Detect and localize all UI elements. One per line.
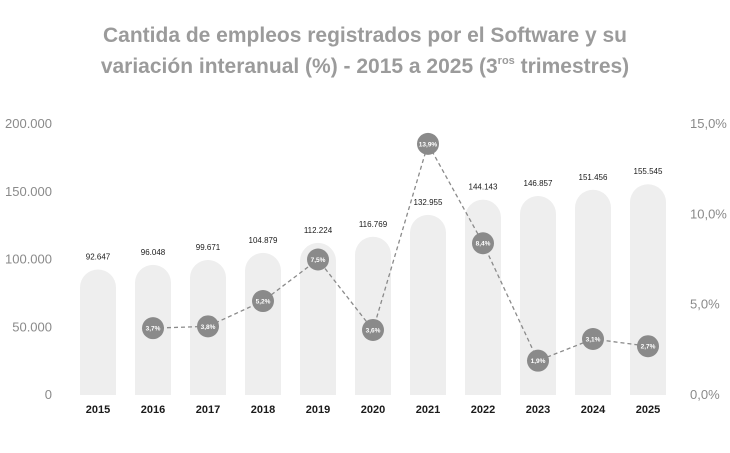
x-tick-label: 2021 xyxy=(416,404,440,416)
variation-marker xyxy=(252,290,274,313)
y-axis-left: 0 50.000 100.000 150.000 200.000 xyxy=(5,116,52,402)
variation-label: 7,5% xyxy=(311,257,326,264)
variation-marker xyxy=(527,349,549,372)
y-left-tick-label: 50.000 xyxy=(12,319,52,334)
variation-marker xyxy=(142,317,164,340)
title-superscript: ros xyxy=(497,55,515,67)
bar-value-label: 104.879 xyxy=(249,236,278,245)
bar xyxy=(520,196,556,395)
bar xyxy=(465,199,501,395)
chart-title: Cantida de empleos registrados por el So… xyxy=(0,20,730,82)
variation-label: 3,6% xyxy=(366,327,381,334)
variation-label: 2,7% xyxy=(641,344,656,351)
x-tick-label: 2017 xyxy=(196,404,220,416)
bar-value-label: 96.048 xyxy=(141,248,166,257)
x-tick-label: 2023 xyxy=(526,404,550,416)
x-tick-label: 2019 xyxy=(306,404,330,416)
variation-marker xyxy=(362,318,384,341)
title-line-1: Cantida de empleos registrados por el So… xyxy=(103,24,627,47)
bar xyxy=(355,236,391,395)
bar xyxy=(575,189,611,395)
y-axis-right: 0,0% 5,0% 10,0% 15,0% xyxy=(690,116,727,402)
x-tick-label: 2022 xyxy=(471,404,495,416)
bar-value-label: 144.143 xyxy=(469,183,498,192)
bar-value-label: 99.671 xyxy=(196,243,221,252)
bar-value-label: 116.769 xyxy=(359,220,388,229)
x-tick-label: 2025 xyxy=(636,404,660,416)
y-left-tick-label: 200.000 xyxy=(5,116,52,131)
bar xyxy=(300,242,336,395)
variation-marker xyxy=(637,335,659,358)
x-axis: 2015 2016 2017 2018 2019 2020 2021 2022 2023 2024… xyxy=(86,404,660,416)
variation-label: 8,4% xyxy=(476,241,491,248)
y-right-tick-label: 10,0% xyxy=(690,206,727,221)
variation-marker xyxy=(472,232,494,255)
bar xyxy=(80,269,116,395)
y-left-tick-label: 0 xyxy=(45,387,52,402)
y-right-tick-label: 5,0% xyxy=(690,297,720,312)
variation-marker xyxy=(307,248,329,271)
bar-value-labels: 92.647 96.048 99.671 104.879 112.224 116.769 1… xyxy=(86,167,663,261)
bar-value-label: 112.224 xyxy=(304,226,333,235)
variation-line xyxy=(152,142,649,362)
x-tick-label: 2020 xyxy=(361,404,385,416)
x-tick-label: 2018 xyxy=(251,404,275,416)
variation-label: 1,9% xyxy=(531,358,546,365)
variation-line-series: 3,7% 3,8% 5,2% 7,5% 3,6% 13,9% 8,4% 1,9% 3,1% 2,7… xyxy=(142,132,659,372)
variation-label: 13,9% xyxy=(419,141,438,148)
title-line-2: variación interanual (%) - 2015 a 2025 (… xyxy=(0,51,730,82)
bar xyxy=(410,214,446,395)
bar-value-label: 146.857 xyxy=(524,179,553,188)
variation-marker xyxy=(417,132,439,155)
bar-series xyxy=(80,184,666,395)
variation-label: 3,8% xyxy=(201,324,216,331)
y-right-tick-label: 15,0% xyxy=(690,116,727,131)
x-tick-label: 2016 xyxy=(141,404,165,416)
bar-value-label: 155.545 xyxy=(634,167,663,176)
variation-marker xyxy=(197,315,219,338)
y-right-tick-label: 0,0% xyxy=(690,387,720,402)
title-line-2-main: variación interanual (%) - 2015 a 2025 (… xyxy=(100,55,498,78)
bar xyxy=(245,252,281,395)
x-tick-label: 2024 xyxy=(581,404,606,416)
variation-label: 3,7% xyxy=(146,326,161,333)
y-left-tick-label: 150.000 xyxy=(5,184,52,199)
y-left-tick-label: 100.000 xyxy=(5,252,52,267)
x-tick-label: 2015 xyxy=(86,404,110,416)
variation-label: 5,2% xyxy=(256,299,271,306)
bar-value-label: 151.456 xyxy=(579,173,608,182)
variation-marker xyxy=(582,327,604,350)
bar xyxy=(630,184,666,395)
variation-label: 3,1% xyxy=(586,336,601,343)
bar-value-label: 132.955 xyxy=(414,198,443,207)
bar-value-label: 92.647 xyxy=(86,252,111,261)
title-line-2-end: trimestres) xyxy=(514,55,630,78)
